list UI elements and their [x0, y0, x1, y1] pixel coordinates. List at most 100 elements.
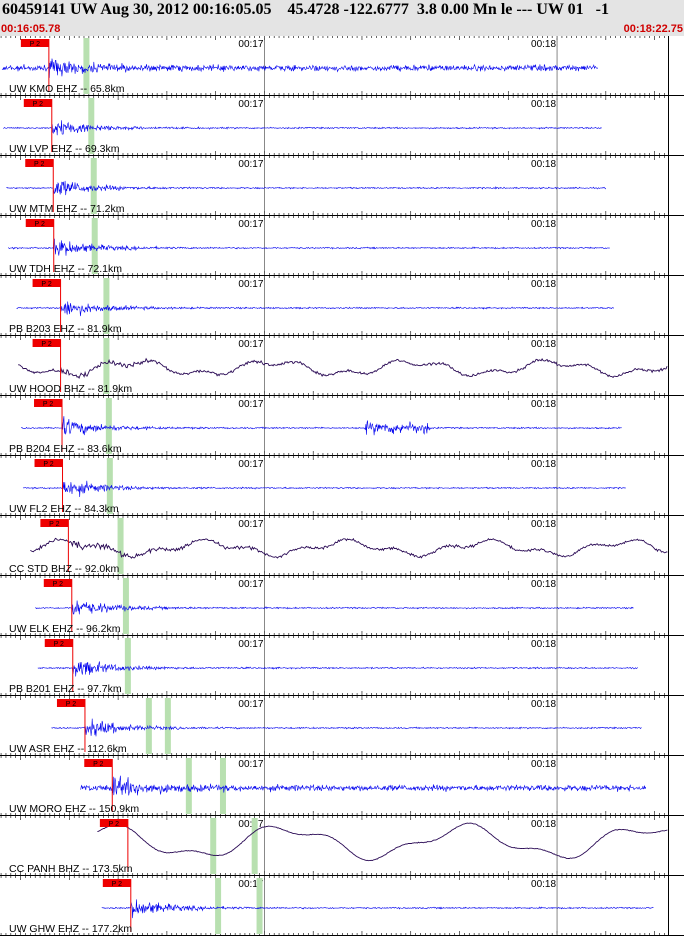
p-pick-flag[interactable] — [40, 519, 69, 527]
p-pick-flag[interactable] — [34, 459, 63, 467]
phase-window-marker — [256, 878, 263, 934]
phase-window-marker — [215, 878, 222, 934]
p-pick-flag[interactable] — [25, 219, 54, 227]
waveform-trace — [97, 822, 668, 862]
p-pick-label: P 2 — [41, 341, 51, 348]
phase-window-marker — [88, 98, 95, 154]
phase-window-marker — [145, 698, 152, 754]
minute-tick-label: 00:18 — [531, 819, 556, 830]
minute-tick-label: 00:17 — [238, 279, 263, 290]
p-pick-label: P 2 — [41, 281, 51, 288]
channel-row: 00:17 00:18 P 2 UW MORO EHZ -- 150.9km — [0, 756, 684, 816]
minute-tick-label: 00:17 — [238, 759, 263, 770]
minute-tick-label: 00:18 — [531, 459, 556, 470]
p-pick-flag[interactable] — [44, 639, 73, 647]
waveform-trace — [35, 600, 634, 615]
channel-row: 00:17 00:18 P 2 UW GHW EHZ -- 177.2km — [0, 876, 684, 936]
waveform-trace — [51, 718, 642, 737]
p-pick-flag[interactable] — [23, 99, 52, 107]
second-ticks — [0, 516, 665, 575]
phase-window-marker — [103, 338, 110, 394]
channel-label: UW LVP EHZ -- 69.3km — [9, 143, 120, 155]
minute-tick-label: 00:18 — [531, 339, 556, 350]
p-pick-label: P 2 — [35, 221, 45, 228]
window-start-time: 00:16:05.78 — [1, 23, 61, 35]
second-ticks — [0, 636, 665, 695]
channel-row: 00:17 00:18 P 2 PB B204 EHZ -- 83.6km — [0, 396, 684, 456]
phase-window-marker — [185, 758, 192, 814]
p-pick-label: P 2 — [43, 461, 53, 468]
waveform-trace — [3, 120, 602, 136]
p-pick-label: P 2 — [53, 581, 63, 588]
waveform-trace — [30, 537, 668, 559]
phase-window-marker — [124, 638, 131, 694]
second-ticks — [0, 756, 665, 815]
phase-window-marker — [106, 458, 113, 514]
channel-row: 00:17 00:18 P 2 UW ASR EHZ -- 112.6km — [0, 696, 684, 756]
minute-tick-label: 00:18 — [531, 879, 556, 890]
phase-window-marker — [105, 398, 112, 454]
waveform-trace — [18, 357, 668, 379]
p-pick-flag[interactable] — [56, 699, 85, 707]
minute-tick-label: 00:17 — [238, 99, 263, 110]
p-pick-flag[interactable] — [32, 339, 61, 347]
phase-window-marker — [210, 818, 217, 874]
channel-label: UW HOOD BHZ -- 81.9km — [9, 383, 132, 395]
channel-label: UW MORO EHZ -- 150.9km — [9, 803, 139, 815]
p-pick-flag[interactable] — [32, 279, 61, 287]
second-ticks — [0, 456, 665, 515]
minute-tick-label: 00:18 — [531, 639, 556, 650]
channel-row: 00:17 00:18 P 2 UW HOOD BHZ -- 81.9km — [0, 336, 684, 396]
second-ticks — [0, 336, 665, 395]
channel-label: CC PANH BHZ -- 173.5km — [9, 863, 133, 875]
second-ticks — [0, 696, 665, 755]
event-title: 60459141 UW Aug 30, 2012 00:16:05.05 45.… — [2, 1, 609, 18]
minute-tick-label: 00:17 — [238, 399, 263, 410]
second-ticks — [0, 576, 665, 635]
p-pick-flag[interactable] — [99, 819, 128, 827]
minute-tick-label: 00:18 — [531, 519, 556, 530]
waveform-trace — [20, 416, 622, 436]
second-ticks — [0, 816, 665, 875]
p-pick-flag[interactable] — [25, 159, 54, 167]
waveform-trace — [37, 661, 639, 677]
phase-window-marker — [103, 278, 110, 334]
waveform-trace — [1, 58, 598, 78]
p-pick-label: P 2 — [34, 161, 44, 168]
p-pick-label: P 2 — [93, 761, 103, 768]
phase-window-marker — [117, 518, 124, 574]
second-ticks — [0, 876, 665, 935]
minute-tick-label: 00:17 — [238, 879, 263, 890]
p-pick-flag[interactable] — [20, 39, 49, 47]
p-pick-flag[interactable] — [34, 399, 63, 407]
channel-label: PB B201 EHZ -- 97.7km — [9, 683, 122, 695]
second-ticks — [0, 396, 665, 455]
channel-row: 00:17 00:18 P 2 UW LVP EHZ -- 69.3km — [0, 96, 684, 156]
minute-tick-label: 00:17 — [238, 459, 263, 470]
p-pick-label: P 2 — [43, 401, 53, 408]
minute-tick-label: 00:18 — [531, 399, 556, 410]
p-pick-flag[interactable] — [102, 879, 131, 887]
waveform-trace — [22, 480, 626, 498]
waveform-trace — [6, 180, 607, 196]
channel-row: 00:17 00:18 P 2 PB B203 EHZ -- 81.9km — [0, 276, 684, 336]
second-ticks — [0, 156, 665, 215]
second-ticks — [0, 276, 665, 335]
minute-tick-label: 00:17 — [238, 519, 263, 530]
phase-window-marker — [90, 158, 97, 214]
p-pick-flag[interactable] — [84, 759, 113, 767]
minute-tick-label: 00:18 — [531, 159, 556, 170]
minute-tick-label: 00:17 — [238, 339, 263, 350]
minute-tick-label: 00:18 — [531, 99, 556, 110]
minute-tick-label: 00:18 — [531, 279, 556, 290]
p-pick-flag[interactable] — [43, 579, 72, 587]
p-pick-label: P 2 — [49, 521, 59, 528]
second-ticks — [0, 96, 665, 155]
channel-label: UW MTM EHZ -- 71.2km — [9, 203, 125, 215]
waveform-trace — [16, 301, 615, 317]
channel-row: 00:17 00:18 P 2 PB B201 EHZ -- 97.7km — [0, 636, 684, 696]
minute-tick-label: 00:17 — [238, 579, 263, 590]
phase-window-marker — [251, 818, 258, 874]
channel-label: CC STD BHZ -- 92.0km — [9, 563, 120, 575]
